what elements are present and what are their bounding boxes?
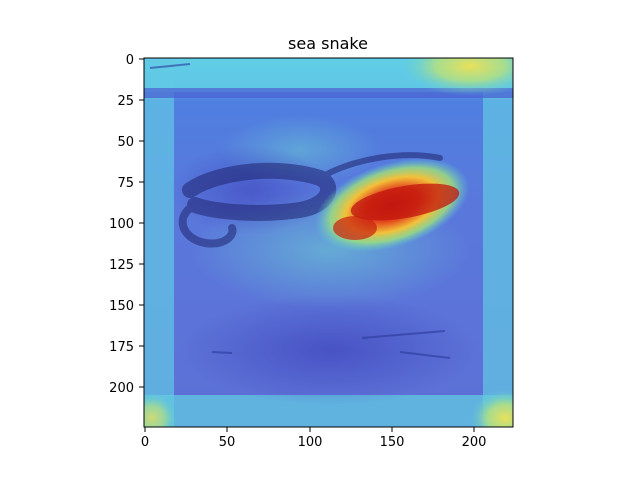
y-tick-label: 100 — [109, 217, 134, 232]
y-tick-label: 0 — [126, 53, 134, 68]
y-tick-label: 150 — [109, 299, 134, 314]
heatmap-image — [144, 58, 513, 427]
y-tick-label: 50 — [117, 135, 134, 150]
y-tick-label: 125 — [109, 258, 134, 273]
x-tick-label: 50 — [219, 435, 236, 450]
plot-frame — [143, 57, 514, 428]
y-tick-label: 175 — [109, 340, 134, 355]
y-tick-label: 200 — [109, 381, 134, 396]
y-tick-label: 25 — [117, 94, 134, 109]
x-tick-label: 200 — [462, 435, 487, 450]
x-tick-label: 0 — [141, 435, 149, 450]
figure-title: sea snake — [288, 34, 368, 53]
x-axis: 0 50 100 150 200 — [141, 427, 487, 450]
x-tick-label: 150 — [380, 435, 405, 450]
x-tick-label: 100 — [298, 435, 323, 450]
y-axis: 0 25 50 75 100 125 150 175 200 — [109, 53, 144, 396]
y-tick-label: 75 — [117, 176, 134, 191]
